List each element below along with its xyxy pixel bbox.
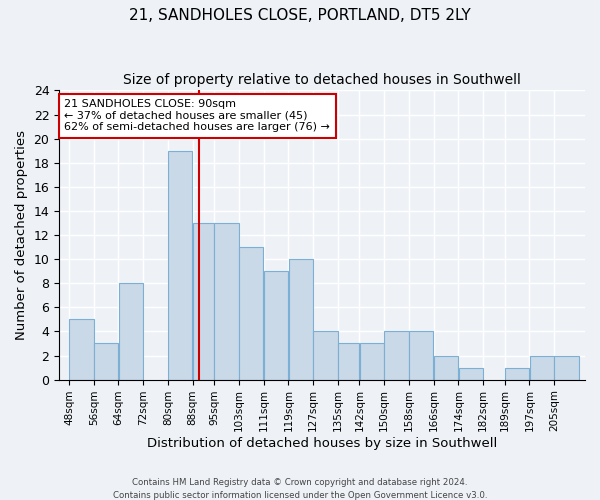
Bar xyxy=(214,223,239,380)
Text: 21 SANDHOLES CLOSE: 90sqm
← 37% of detached houses are smaller (45)
62% of semi-: 21 SANDHOLES CLOSE: 90sqm ← 37% of detac… xyxy=(64,99,330,132)
Bar xyxy=(289,259,313,380)
Bar xyxy=(554,356,578,380)
Bar xyxy=(94,344,118,380)
Bar xyxy=(505,368,529,380)
Bar xyxy=(409,332,433,380)
Bar xyxy=(458,368,483,380)
X-axis label: Distribution of detached houses by size in Southwell: Distribution of detached houses by size … xyxy=(147,437,497,450)
Bar xyxy=(360,344,384,380)
Bar xyxy=(313,332,338,380)
Title: Size of property relative to detached houses in Southwell: Size of property relative to detached ho… xyxy=(123,72,521,86)
Bar xyxy=(434,356,458,380)
Bar xyxy=(193,223,214,380)
Bar xyxy=(168,150,193,380)
Text: Contains HM Land Registry data © Crown copyright and database right 2024.
Contai: Contains HM Land Registry data © Crown c… xyxy=(113,478,487,500)
Bar xyxy=(69,320,94,380)
Bar xyxy=(119,283,143,380)
Text: 21, SANDHOLES CLOSE, PORTLAND, DT5 2LY: 21, SANDHOLES CLOSE, PORTLAND, DT5 2LY xyxy=(129,8,471,22)
Bar xyxy=(264,271,288,380)
Bar xyxy=(530,356,554,380)
Bar xyxy=(338,344,359,380)
Bar xyxy=(385,332,409,380)
Y-axis label: Number of detached properties: Number of detached properties xyxy=(15,130,28,340)
Bar xyxy=(239,247,263,380)
